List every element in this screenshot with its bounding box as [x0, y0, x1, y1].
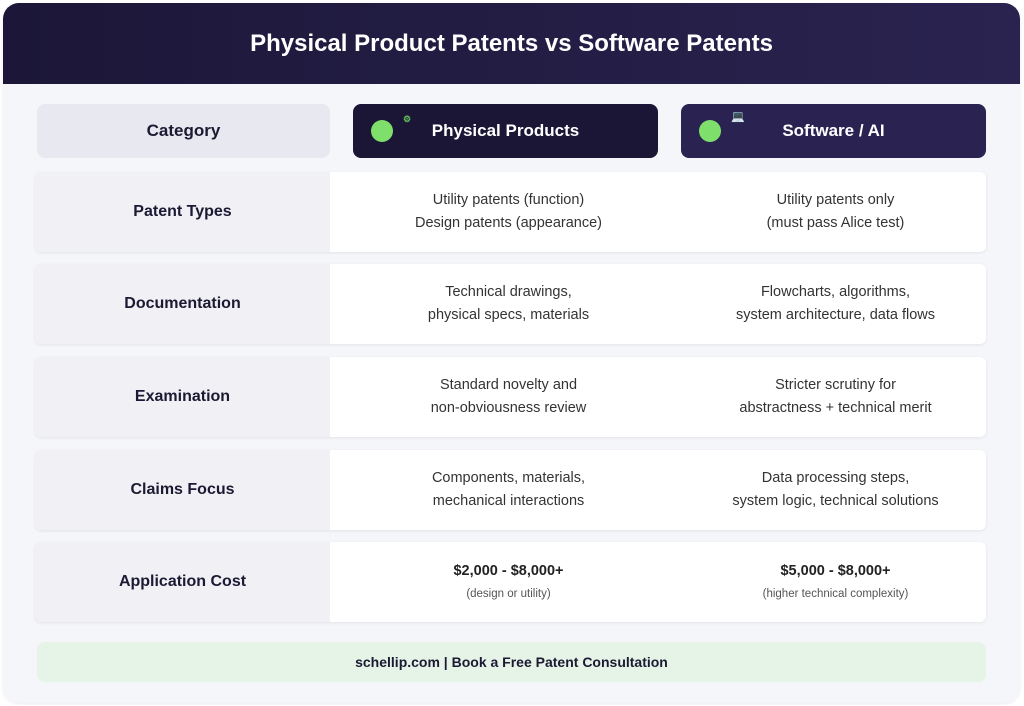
software-line-1: $5,000 - $8,000+ — [780, 562, 891, 579]
physical-cell: Technical drawings, physical specs, mate… — [345, 264, 672, 344]
physical-line-1: Utility patents (function) — [432, 192, 585, 208]
table-row: Patent Types Utility patents (function) … — [35, 172, 986, 252]
software-line-2: abstractness + technical merit — [739, 400, 932, 416]
laptop-icon: 💻 — [731, 111, 745, 123]
status-dot-icon — [699, 120, 721, 142]
row-label: Examination — [35, 357, 330, 437]
physical-cell: Standard novelty and non-obviousness rev… — [345, 357, 672, 437]
table-row: Documentation Technical drawings, physic… — [35, 264, 986, 344]
software-line-1: Flowcharts, algorithms, — [760, 284, 911, 300]
table-row: Claims Focus Components, materials, mech… — [35, 450, 986, 530]
software-cell: Stricter scrutiny for abstractness + tec… — [672, 357, 999, 437]
row-label: Claims Focus — [35, 450, 330, 530]
page-title: Physical Product Patents vs Software Pat… — [3, 3, 1020, 84]
physical-line-2: non-obviousness review — [430, 400, 587, 416]
physical-line-2: physical specs, materials — [427, 307, 590, 323]
software-line-1: Data processing steps, — [761, 470, 910, 486]
software-line-2: system logic, technical solutions — [732, 493, 939, 509]
software-cell: Utility patents only (must pass Alice te… — [672, 172, 999, 252]
physical-cell: Components, materials, mechanical intera… — [345, 450, 672, 530]
physical-line-2: Design patents (appearance) — [414, 215, 602, 231]
column-header-software: 💻 Software / AI — [681, 104, 986, 158]
row-label: Application Cost — [35, 542, 330, 622]
physical-line-1: $2,000 - $8,000+ — [453, 562, 564, 579]
software-line-2: system architecture, data flows — [735, 307, 936, 323]
software-line-1: Utility patents only — [776, 192, 895, 208]
software-line-1: Stricter scrutiny for — [775, 377, 896, 393]
status-dot-icon — [371, 120, 393, 142]
column-header-physical: ⚙ Physical Products — [353, 104, 658, 158]
footer-cta[interactable]: schellip.com | Book a Free Patent Consul… — [37, 642, 986, 682]
software-cell: Flowcharts, algorithms, system architect… — [672, 264, 999, 344]
physical-line-1: Standard novelty and — [439, 377, 578, 393]
software-line-2: (must pass Alice test) — [766, 215, 905, 231]
physical-line-2: mechanical interactions — [432, 493, 585, 509]
software-line-2: (higher technical complexity) — [762, 587, 909, 600]
physical-line-2: (design or utility) — [466, 587, 551, 600]
row-label: Patent Types — [35, 172, 330, 252]
table-row: Examination Standard novelty and non-obv… — [35, 357, 986, 437]
column-header-physical-label: Physical Products — [431, 121, 580, 140]
software-cell: Data processing steps, system logic, tec… — [672, 450, 999, 530]
table-row: Application Cost $2,000 - $8,000+ (desig… — [35, 542, 986, 622]
software-cell: $5,000 - $8,000+ (higher technical compl… — [672, 542, 999, 622]
physical-line-1: Technical drawings, — [445, 284, 572, 300]
row-label: Documentation — [35, 264, 330, 344]
comparison-card: Physical Product Patents vs Software Pat… — [3, 3, 1020, 703]
physical-cell: Utility patents (function) Design patent… — [345, 172, 672, 252]
column-header-software-label: Software / AI — [782, 121, 885, 140]
column-header-category: Category — [37, 104, 330, 158]
gear-icon: ⚙ — [403, 114, 412, 124]
physical-line-1: Components, materials, — [431, 470, 586, 486]
physical-cell: $2,000 - $8,000+ (design or utility) — [345, 542, 672, 622]
